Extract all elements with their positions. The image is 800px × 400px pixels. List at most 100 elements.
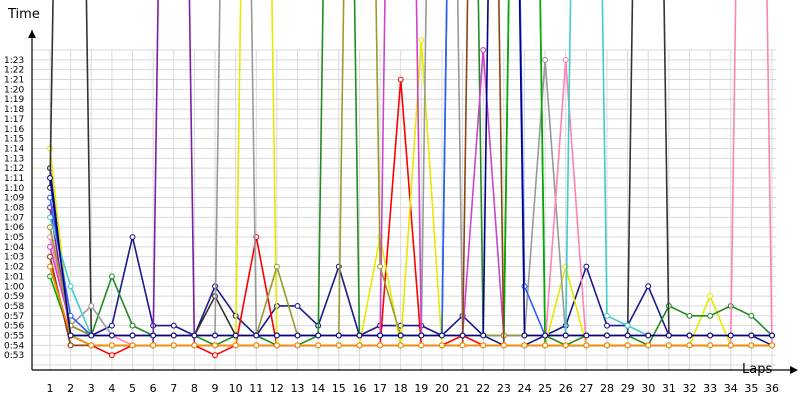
data-point bbox=[377, 342, 384, 349]
y-tick-label: 1:03 bbox=[4, 253, 24, 263]
x-tick-label: 6 bbox=[150, 382, 157, 395]
data-point bbox=[438, 342, 445, 349]
data-point bbox=[67, 283, 74, 290]
data-point bbox=[108, 322, 115, 329]
x-tick-label: 2 bbox=[67, 382, 74, 395]
y-tick-label: 1:10 bbox=[4, 184, 24, 194]
data-point bbox=[67, 332, 74, 339]
data-point bbox=[170, 322, 177, 329]
y-tick-label: 1:12 bbox=[4, 164, 24, 174]
y-tick-label: 1:17 bbox=[4, 115, 24, 125]
y-tick-label: 1:11 bbox=[4, 174, 24, 184]
data-point bbox=[542, 342, 549, 349]
series-line bbox=[49, 0, 772, 337]
data-point bbox=[727, 342, 734, 349]
series-line bbox=[49, 168, 773, 347]
x-tick-label: 33 bbox=[703, 382, 717, 395]
data-point bbox=[480, 342, 487, 349]
data-point bbox=[294, 302, 301, 309]
y-tick-label: 1:14 bbox=[4, 144, 24, 154]
y-tick-label: 1:04 bbox=[4, 243, 24, 253]
data-point bbox=[377, 263, 384, 270]
data-point bbox=[315, 342, 322, 349]
series-line bbox=[49, 0, 772, 347]
data-point bbox=[273, 263, 280, 270]
x-tick-label: 8 bbox=[191, 382, 198, 395]
data-point bbox=[459, 332, 466, 339]
x-tick-label: 26 bbox=[559, 382, 573, 395]
data-point bbox=[748, 312, 755, 319]
x-tick-label: 34 bbox=[724, 382, 738, 395]
data-point bbox=[47, 224, 53, 231]
data-point bbox=[88, 342, 95, 349]
data-point bbox=[748, 332, 755, 339]
data-point bbox=[397, 76, 404, 83]
x-tick-label: 14 bbox=[311, 382, 325, 395]
y-axis-arrow bbox=[28, 30, 36, 38]
x-tick-label: 30 bbox=[641, 382, 655, 395]
data-point bbox=[212, 332, 218, 339]
y-tick-label: 1:02 bbox=[4, 263, 24, 273]
series-group bbox=[47, 0, 775, 339]
y-tick-labels: 0:530:540:550:560:570:580:591:001:011:02… bbox=[4, 56, 24, 361]
x-tick-label: 16 bbox=[352, 382, 366, 395]
data-point bbox=[129, 234, 136, 240]
data-point bbox=[686, 332, 693, 339]
y-tick-label: 1:05 bbox=[4, 233, 24, 243]
y-tick-label: 0:57 bbox=[4, 312, 24, 322]
y-tick-label: 0:54 bbox=[4, 341, 24, 351]
data-point bbox=[562, 56, 569, 63]
data-point bbox=[191, 332, 198, 339]
x-tick-label: 4 bbox=[108, 382, 115, 395]
data-point bbox=[273, 332, 280, 339]
y-tick-label: 1:00 bbox=[4, 282, 24, 292]
x-tick-label: 35 bbox=[744, 382, 758, 395]
data-point bbox=[397, 342, 404, 349]
data-point bbox=[232, 342, 239, 349]
x-tick-label: 15 bbox=[332, 382, 346, 395]
x-axis-arrow bbox=[790, 366, 798, 374]
data-point bbox=[480, 332, 487, 339]
data-point bbox=[748, 342, 755, 349]
data-point bbox=[707, 342, 714, 349]
data-point bbox=[356, 332, 363, 339]
data-point bbox=[769, 342, 775, 349]
data-point bbox=[88, 302, 95, 309]
series-line bbox=[49, 266, 772, 347]
data-point bbox=[47, 175, 53, 181]
y-tick-label: 1:07 bbox=[4, 213, 24, 223]
x-tick-label: 28 bbox=[600, 382, 614, 395]
data-point bbox=[686, 312, 693, 319]
x-tick-label: 9 bbox=[212, 382, 219, 395]
y-tick-label: 1:13 bbox=[4, 154, 24, 164]
data-point bbox=[686, 342, 693, 349]
data-point bbox=[335, 342, 342, 349]
series-line bbox=[49, 0, 773, 347]
data-point bbox=[604, 332, 610, 339]
data-point bbox=[108, 342, 115, 349]
x-tick-label: 24 bbox=[517, 382, 531, 395]
y-tick-label: 1:19 bbox=[4, 95, 24, 105]
data-point bbox=[88, 332, 95, 339]
y-tick-label: 0:56 bbox=[4, 322, 24, 332]
data-point bbox=[583, 332, 590, 339]
data-point bbox=[604, 342, 610, 349]
data-point bbox=[108, 273, 115, 280]
data-point bbox=[583, 342, 590, 349]
series-line bbox=[49, 0, 772, 347]
series-group bbox=[47, 263, 775, 349]
x-tick-label: 10 bbox=[229, 382, 243, 395]
x-tick-label: 36 bbox=[765, 382, 779, 395]
data-point bbox=[645, 332, 652, 339]
data-point bbox=[129, 332, 136, 339]
x-tick-label: 20 bbox=[435, 382, 449, 395]
y-tick-label: 1:23 bbox=[4, 56, 24, 66]
data-point bbox=[47, 253, 53, 260]
x-tick-label: 11 bbox=[249, 382, 263, 395]
data-point bbox=[212, 352, 218, 359]
data-point bbox=[727, 332, 734, 339]
x-tick-label: 17 bbox=[373, 382, 387, 395]
data-point bbox=[47, 214, 53, 221]
data-point bbox=[418, 37, 425, 44]
